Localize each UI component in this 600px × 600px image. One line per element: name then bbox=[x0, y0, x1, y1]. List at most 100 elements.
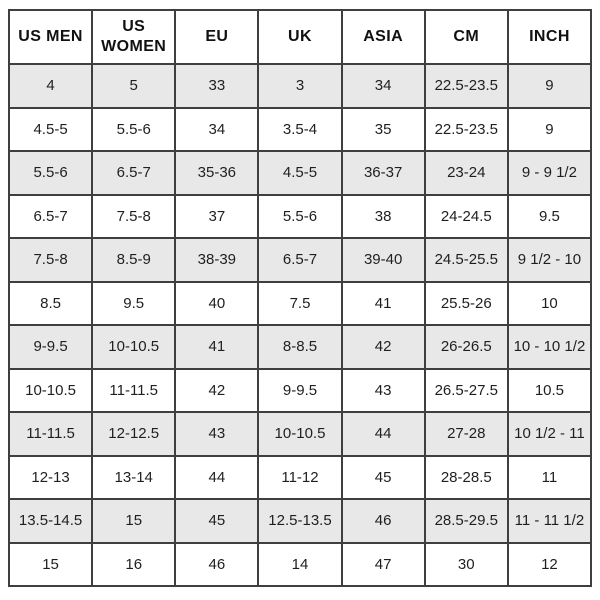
table-cell: 35-36 bbox=[174, 150, 260, 196]
table-cell: 8.5-9 bbox=[91, 237, 177, 283]
table-cell: 41 bbox=[340, 280, 426, 326]
table-cell: 3.5-4 bbox=[257, 106, 343, 152]
table-cell: 10 1/2 - 11 bbox=[506, 411, 593, 457]
table-cell: 9 bbox=[506, 106, 593, 152]
table-cell: 14 bbox=[257, 541, 343, 587]
table-cell: 25.5-26 bbox=[423, 280, 509, 326]
table-cell: 12.5-13.5 bbox=[257, 498, 343, 544]
table-cell: 46 bbox=[174, 541, 260, 587]
table-cell: 9.5 bbox=[91, 280, 177, 326]
table-cell: 26.5-27.5 bbox=[423, 367, 509, 413]
table-cell: 34 bbox=[340, 63, 426, 109]
table-cell: 7.5-8 bbox=[7, 237, 94, 283]
column-header: EU bbox=[174, 9, 260, 65]
table-cell: 6.5-7 bbox=[91, 150, 177, 196]
table-cell: 9-9.5 bbox=[7, 324, 94, 370]
column-header: INCH bbox=[506, 9, 593, 65]
table-row: 15 16 46 14 47 30 12 bbox=[7, 541, 593, 587]
table-cell: 9.5 bbox=[506, 193, 593, 239]
table-row: 11-11.5 12-12.5 43 10-10.5 44 27-28 10 1/2 - 1… bbox=[7, 411, 593, 457]
table-cell: 22.5-23.5 bbox=[423, 63, 509, 109]
table-cell: 39-40 bbox=[340, 237, 426, 283]
table-cell: 7.5-8 bbox=[91, 193, 177, 239]
table-cell: 41 bbox=[174, 324, 260, 370]
table-cell: 38 bbox=[340, 193, 426, 239]
table-cell: 43 bbox=[340, 367, 426, 413]
column-header: UK bbox=[257, 9, 343, 65]
table-cell: 45 bbox=[340, 454, 426, 500]
table-cell: 13-14 bbox=[91, 454, 177, 500]
table-cell: 5.5-6 bbox=[257, 193, 343, 239]
table-cell: 11-11.5 bbox=[91, 367, 177, 413]
table-cell: 44 bbox=[174, 454, 260, 500]
column-header: US WOMEN bbox=[91, 9, 177, 65]
table-row: 6.5-7 7.5-8 37 5.5-6 38 24-24.5 9.5 bbox=[7, 193, 593, 239]
table-cell: 42 bbox=[340, 324, 426, 370]
table-cell: 6.5-7 bbox=[257, 237, 343, 283]
table-cell: 22.5-23.5 bbox=[423, 106, 509, 152]
table-cell: 42 bbox=[174, 367, 260, 413]
table-cell: 37 bbox=[174, 193, 260, 239]
header-row: US MEN US WOMEN EU UK ASIA CM INCH bbox=[7, 9, 593, 65]
table-cell: 9 bbox=[506, 63, 593, 109]
table-cell: 11 bbox=[506, 454, 593, 500]
table-cell: 23-24 bbox=[423, 150, 509, 196]
table-cell: 5.5-6 bbox=[91, 106, 177, 152]
table-cell: 4.5-5 bbox=[257, 150, 343, 196]
table-cell: 12-12.5 bbox=[91, 411, 177, 457]
table-cell: 30 bbox=[423, 541, 509, 587]
table-cell: 8.5 bbox=[7, 280, 94, 326]
table-cell: 15 bbox=[7, 541, 94, 587]
table-cell: 9-9.5 bbox=[257, 367, 343, 413]
table-cell: 5.5-6 bbox=[7, 150, 94, 196]
table-cell: 36-37 bbox=[340, 150, 426, 196]
table-cell: 8-8.5 bbox=[257, 324, 343, 370]
table-cell: 4 bbox=[7, 63, 94, 109]
table-cell: 46 bbox=[340, 498, 426, 544]
table-row: 5.5-6 6.5-7 35-36 4.5-5 36-37 23-24 9 - 9 1/2 bbox=[7, 150, 593, 196]
table-cell: 10.5 bbox=[506, 367, 593, 413]
table-cell: 12 bbox=[506, 541, 593, 587]
table-cell: 12-13 bbox=[7, 454, 94, 500]
table-cell: 24.5-25.5 bbox=[423, 237, 509, 283]
table-cell: 13.5-14.5 bbox=[7, 498, 94, 544]
table-cell: 11-11.5 bbox=[7, 411, 94, 457]
table-cell: 9 - 9 1/2 bbox=[506, 150, 593, 196]
table-row: 7.5-8 8.5-9 38-39 6.5-7 39-40 24.5-25.5 9 1/2 … bbox=[7, 237, 593, 283]
table-row: 9-9.5 10-10.5 41 8-8.5 42 26-26.5 10 - 10 1/2 bbox=[7, 324, 593, 370]
table-cell: 11 - 11 1/2 bbox=[506, 498, 593, 544]
table-cell: 34 bbox=[174, 106, 260, 152]
table-cell: 26-26.5 bbox=[423, 324, 509, 370]
table-cell: 45 bbox=[174, 498, 260, 544]
table-row: 8.5 9.5 40 7.5 41 25.5-26 10 bbox=[7, 280, 593, 326]
table-cell: 16 bbox=[91, 541, 177, 587]
table-cell: 24-24.5 bbox=[423, 193, 509, 239]
table-cell: 28.5-29.5 bbox=[423, 498, 509, 544]
table-cell: 33 bbox=[174, 63, 260, 109]
table-cell: 10-10.5 bbox=[7, 367, 94, 413]
table-body: 4 5 33 3 34 22.5-23.5 9 4.5-5 5.5-6 34 3.5-4 35 22.5… bbox=[7, 63, 593, 587]
table-cell: 27-28 bbox=[423, 411, 509, 457]
table-cell: 10 - 10 1/2 bbox=[506, 324, 593, 370]
table-cell: 10-10.5 bbox=[91, 324, 177, 370]
table-row: 10-10.5 11-11.5 42 9-9.5 43 26.5-27.5 10.5 bbox=[7, 367, 593, 413]
column-header: CM bbox=[423, 9, 509, 65]
table-row: 4 5 33 3 34 22.5-23.5 9 bbox=[7, 63, 593, 109]
shoe-size-conversion-table: US MEN US WOMEN EU UK ASIA CM INCH 4 5 33 3 34 22.5… bbox=[7, 9, 593, 587]
table-cell: 43 bbox=[174, 411, 260, 457]
table-cell: 5 bbox=[91, 63, 177, 109]
table-cell: 40 bbox=[174, 280, 260, 326]
table-cell: 10 bbox=[506, 280, 593, 326]
table-cell: 3 bbox=[257, 63, 343, 109]
table-cell: 35 bbox=[340, 106, 426, 152]
table-cell: 10-10.5 bbox=[257, 411, 343, 457]
column-header: US MEN bbox=[7, 9, 94, 65]
table-cell: 47 bbox=[340, 541, 426, 587]
table-cell: 28-28.5 bbox=[423, 454, 509, 500]
table-cell: 7.5 bbox=[257, 280, 343, 326]
table-cell: 11-12 bbox=[257, 454, 343, 500]
table-cell: 38-39 bbox=[174, 237, 260, 283]
table-row: 4.5-5 5.5-6 34 3.5-4 35 22.5-23.5 9 bbox=[7, 106, 593, 152]
table-header: US MEN US WOMEN EU UK ASIA CM INCH bbox=[7, 9, 593, 65]
